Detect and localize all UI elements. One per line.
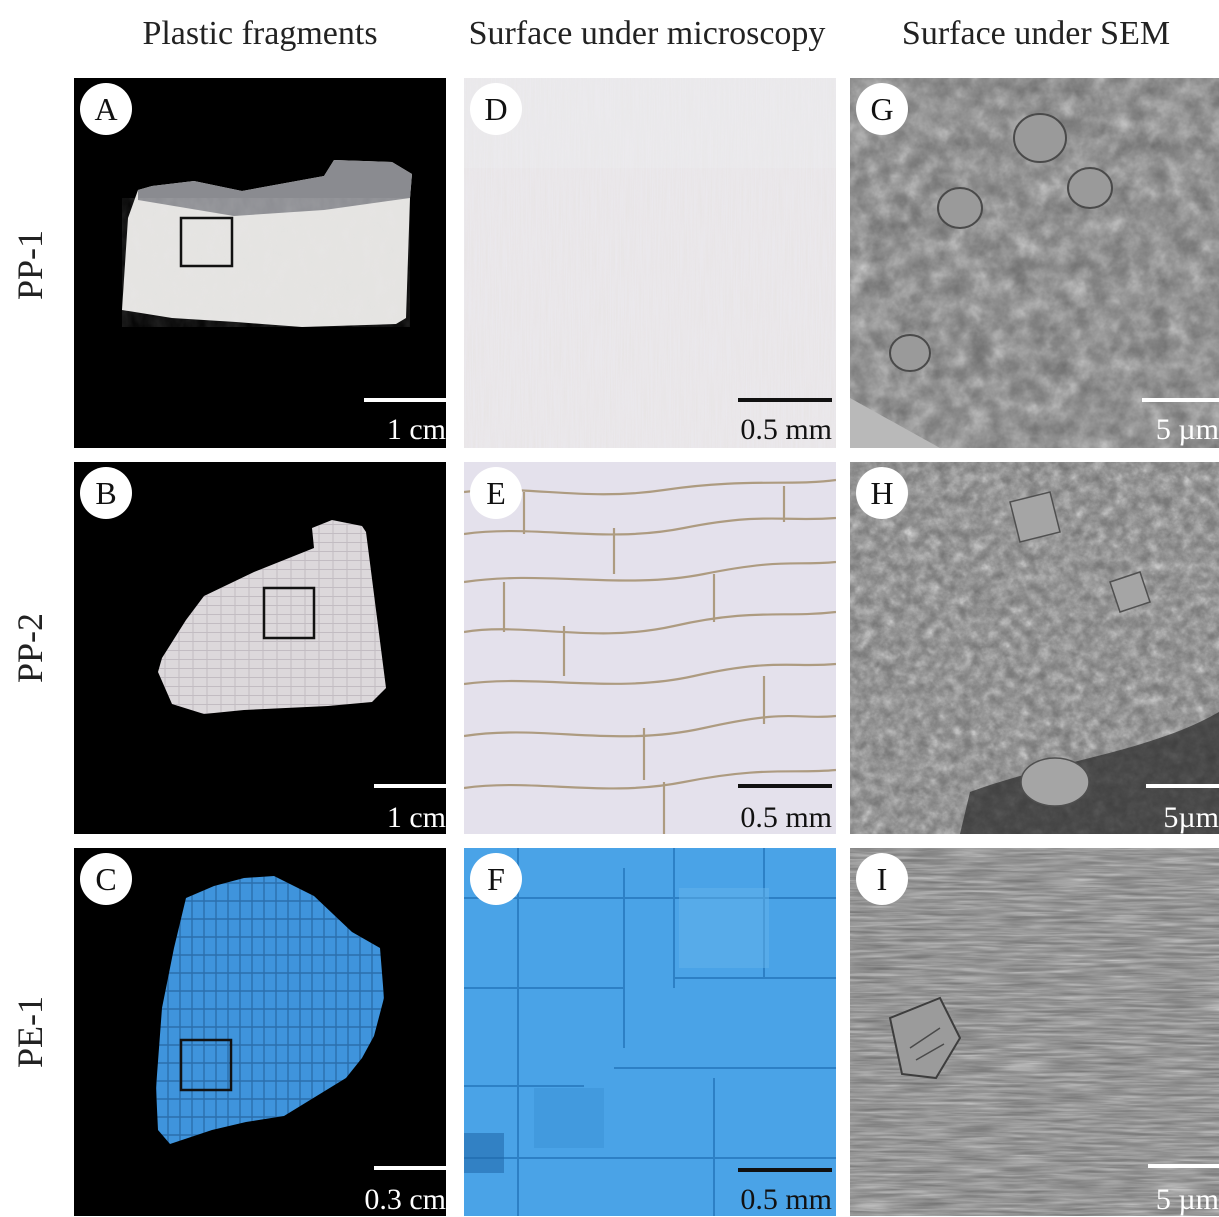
row-heading-pp-1: PP-1 [10, 229, 50, 301]
panel-letter-b: B [80, 467, 132, 519]
zoom-region-box [179, 1038, 233, 1092]
pe1-sem-image [850, 848, 1219, 1216]
panel-letter-h: H [856, 467, 908, 519]
panel-letter-i: I [856, 853, 908, 905]
zoom-region-box [179, 216, 234, 268]
scale-bar-a [364, 398, 446, 402]
panel-letter-f: F [470, 853, 522, 905]
pp1-fragment-image [122, 160, 412, 327]
scale-label-e: 0.5 mm [740, 801, 832, 834]
scale-bar-h [1146, 784, 1219, 788]
scale-bar-c [374, 1166, 446, 1170]
column-heading-surface-sem: Surface under SEM [901, 15, 1171, 52]
scale-label-a: 1 cm [386, 413, 446, 446]
panel-letter-g: G [856, 83, 908, 135]
row-heading-pp-2: PP-2 [10, 612, 50, 684]
panel-letter-d: D [470, 83, 522, 135]
scale-label-c: 0.3 cm [364, 1183, 446, 1216]
panel-g-pp1-sem: G 5 µm [850, 78, 1219, 448]
scale-label-d: 0.5 mm [740, 413, 832, 446]
pp2-microscopy-image [464, 462, 836, 834]
scale-bar-b [374, 784, 446, 788]
zoom-region-box [262, 586, 316, 640]
panel-e-pp2-microscopy: E 0.5 mm [464, 462, 836, 834]
scale-label-f: 0.5 mm [740, 1183, 832, 1216]
pp1-microscopy-image [464, 78, 836, 448]
panel-c-pe1-fragment-photo: C 0.3 cm [74, 848, 446, 1216]
panel-letter-c: C [80, 853, 132, 905]
scale-bar-e [738, 784, 832, 788]
panel-f-pe1-microscopy: F 0.5 mm [464, 848, 836, 1216]
column-heading-plastic-fragments: Plastic fragments [142, 15, 378, 52]
scale-bar-d [738, 398, 832, 402]
panel-letter-e: E [470, 467, 522, 519]
scale-bar-f [738, 1168, 832, 1172]
pp2-sem-image [850, 462, 1219, 834]
scale-label-h: 5µm [1163, 801, 1219, 834]
pp2-fragment-image [158, 520, 386, 714]
scale-label-g: 5 µm [1155, 413, 1219, 446]
column-heading-surface-microscopy: Surface under microscopy [468, 15, 826, 52]
panel-b-pp2-fragment-photo: B 1 cm [74, 462, 446, 834]
pp1-sem-image [850, 78, 1219, 448]
scale-label-i: 5 µm [1155, 1183, 1219, 1216]
pe1-fragment-image [156, 876, 384, 1144]
panel-i-pe1-sem: I 5 µm [850, 848, 1219, 1216]
row-heading-pe-1: PE-1 [10, 996, 50, 1068]
panel-h-pp2-sem: H 5µm [850, 462, 1219, 834]
panel-d-pp1-microscopy: D 0.5 mm [464, 78, 836, 448]
scale-bar-i [1148, 1164, 1219, 1168]
pe1-microscopy-image [464, 848, 836, 1216]
panel-a-pp1-fragment-photo: A 1 cm [74, 78, 446, 448]
scale-label-b: 1 cm [386, 801, 446, 834]
panel-letter-a: A [80, 83, 132, 135]
scale-bar-g [1142, 398, 1219, 402]
